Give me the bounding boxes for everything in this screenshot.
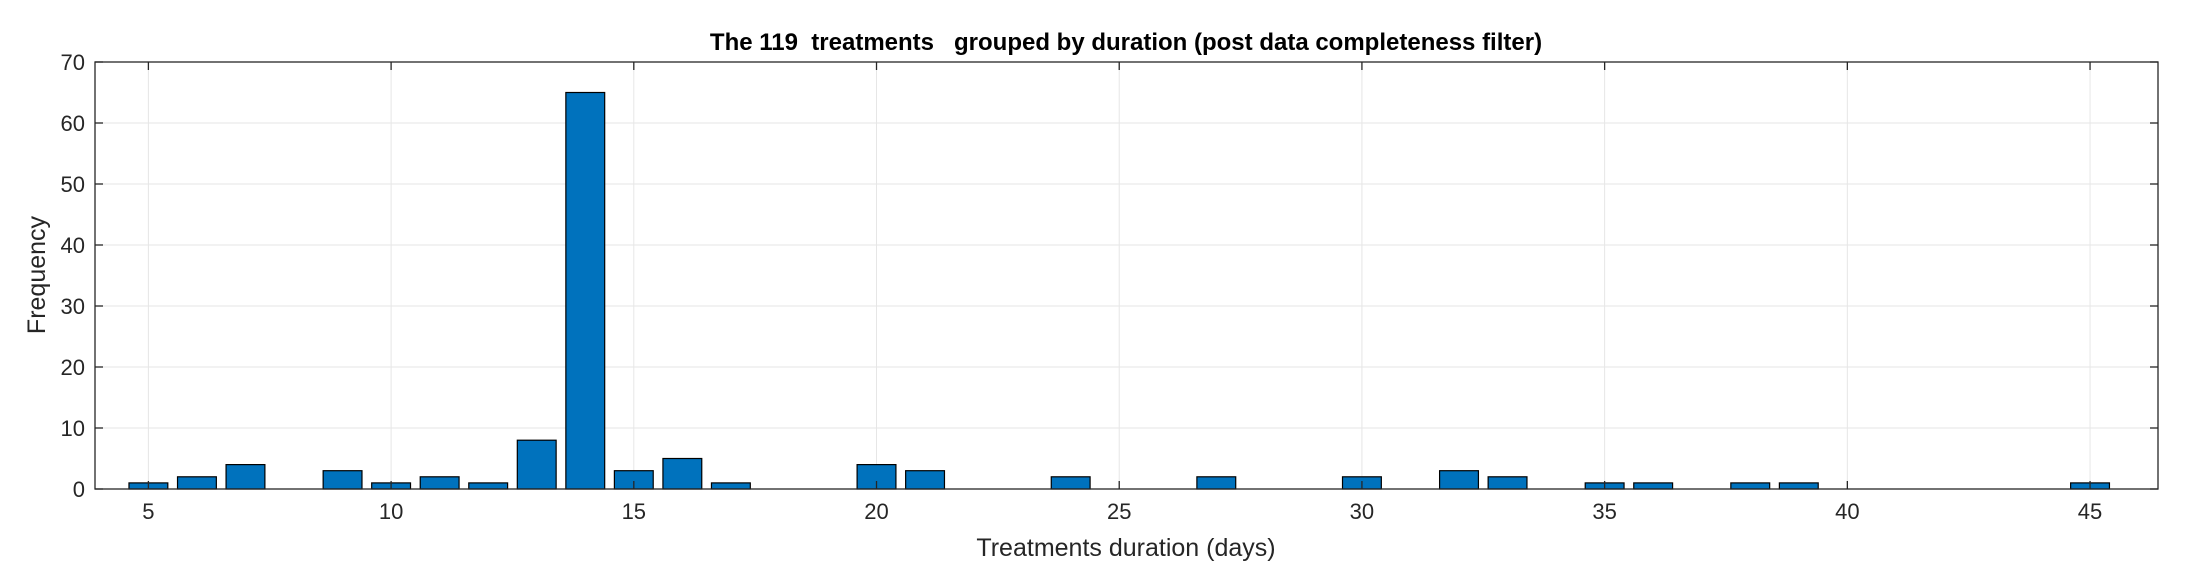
bar <box>662 457 703 490</box>
bar <box>565 91 606 490</box>
bar <box>1438 470 1480 490</box>
bar <box>1730 482 1771 490</box>
bar <box>1196 476 1237 490</box>
bar <box>710 482 751 490</box>
y-tick-label: 70 <box>61 50 85 75</box>
bar <box>176 476 217 490</box>
bar <box>1633 482 1674 490</box>
bar <box>1778 482 1819 490</box>
axes-box <box>94 61 2159 490</box>
x-tick-label: 25 <box>1107 499 1131 524</box>
y-axis-label: Frequency <box>23 215 51 334</box>
x-tick-label: 45 <box>2078 499 2102 524</box>
chart-title: The 119 treatments grouped by duration (… <box>710 29 1542 56</box>
y-tick-label: 20 <box>61 355 85 380</box>
x-tick-label: 40 <box>1835 499 1859 524</box>
y-tick-label: 30 <box>61 294 85 319</box>
y-tick-label: 0 <box>73 477 85 502</box>
x-tick-label: 20 <box>864 499 888 524</box>
x-axis-label: Treatments duration (days) <box>976 534 1275 562</box>
y-tick-label: 50 <box>61 172 85 197</box>
y-tick-label: 40 <box>61 233 85 258</box>
x-tick-label: 35 <box>1592 499 1616 524</box>
bar <box>419 476 460 490</box>
y-tick-label: 10 <box>61 416 85 441</box>
bar <box>468 482 509 490</box>
x-tick-label: 15 <box>622 499 646 524</box>
bar <box>905 470 946 490</box>
x-tick-label: 10 <box>379 499 403 524</box>
bar <box>1050 476 1091 490</box>
bar <box>516 439 557 490</box>
x-tick-label: 30 <box>1350 499 1374 524</box>
plot-area <box>95 62 2158 489</box>
bar <box>322 470 363 490</box>
axes: 5 10 15 20 25 30 35 40 45 0 10 20 30 40 50 60 70 <box>61 50 2159 524</box>
bar <box>225 464 266 490</box>
x-tick-label: 5 <box>142 499 154 524</box>
bar <box>1487 476 1528 490</box>
y-tick-label: 60 <box>61 111 85 136</box>
